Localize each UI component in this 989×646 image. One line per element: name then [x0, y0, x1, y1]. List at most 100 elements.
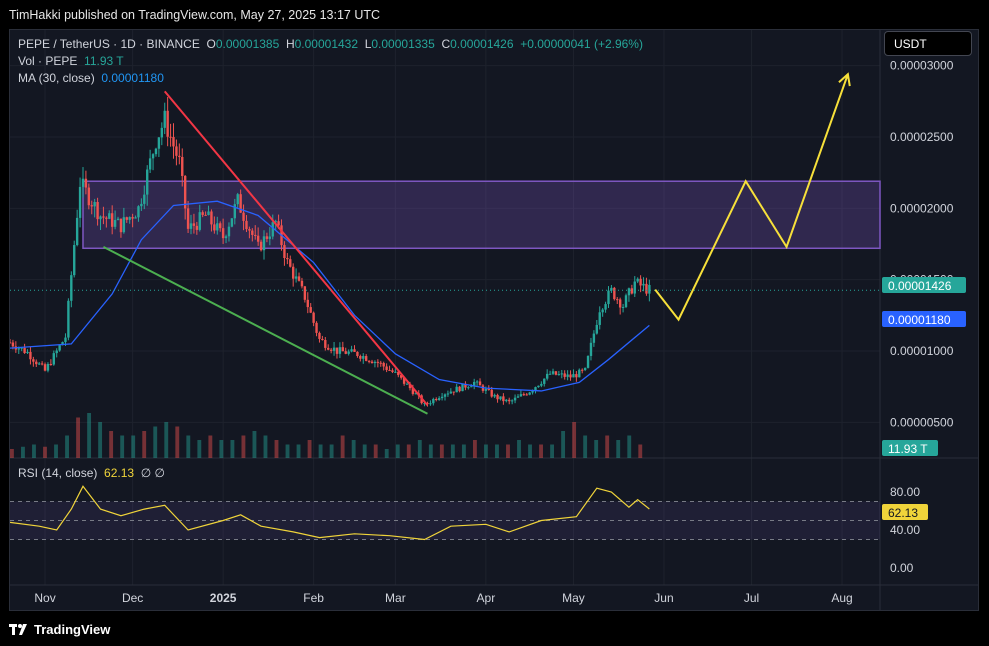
volume-bar — [517, 440, 521, 458]
candle-body — [148, 158, 152, 170]
candle-body — [20, 347, 23, 349]
footer: TradingView — [0, 612, 989, 646]
change-value: +0.00000041 (+2.96%) — [520, 37, 643, 51]
candle-body — [204, 214, 207, 216]
volume-bar — [263, 435, 268, 458]
ma-legend[interactable]: MA (30, close) 0.00001180 — [18, 71, 164, 85]
candle-body — [332, 347, 336, 351]
candle-body — [175, 146, 178, 156]
candle-body — [163, 110, 166, 128]
candle-body — [256, 235, 260, 242]
currency-button[interactable]: USDT — [884, 31, 972, 56]
volume-bar — [495, 444, 499, 458]
candle-body — [621, 306, 625, 308]
candle-body — [607, 290, 610, 305]
candle-body — [49, 363, 53, 365]
volume-bar — [54, 444, 58, 458]
candle-body — [262, 236, 266, 251]
candle-body — [572, 374, 575, 378]
candle-body — [537, 385, 540, 388]
candle-body — [525, 394, 528, 396]
candle-body — [181, 156, 184, 176]
candle-body — [75, 217, 79, 246]
candle-body — [508, 399, 511, 402]
candle-body — [490, 389, 493, 397]
volume-bar — [384, 449, 389, 458]
volume-bar — [120, 435, 125, 458]
candle-body — [40, 363, 44, 365]
ma30-line — [10, 200, 650, 392]
volume-bar — [472, 440, 477, 458]
support-trendline — [102, 245, 428, 415]
volume-bar — [340, 435, 345, 458]
volume-bar — [605, 435, 610, 458]
candle-body — [423, 403, 426, 405]
candle-body — [268, 236, 272, 239]
projection-arrowhead — [838, 72, 851, 87]
price-tick-label: 0.00002500 — [890, 130, 954, 144]
candle-body — [400, 375, 403, 378]
candle-body — [17, 348, 20, 350]
candle-body — [624, 295, 628, 307]
candle-body — [583, 367, 587, 371]
candle-body — [90, 205, 93, 207]
candle-body — [233, 204, 236, 219]
tradingview-logo-icon — [9, 624, 27, 635]
candle-body — [513, 397, 517, 401]
candle-body — [385, 366, 388, 370]
candle-body — [329, 349, 333, 351]
symbol-title[interactable]: PEPE / TetherUS · 1D · BINANCE — [18, 37, 200, 51]
candle-body — [125, 217, 128, 220]
volume-bar — [43, 446, 47, 458]
volume-bar — [616, 440, 621, 458]
candle-body — [26, 351, 29, 354]
chart-canvas[interactable]: 0.000030000.000025000.000020000.00001500… — [10, 30, 979, 611]
candle-body — [595, 324, 599, 334]
candle-body — [189, 223, 193, 229]
volume-bar — [10, 449, 14, 458]
candle-body — [327, 347, 330, 350]
candle-body — [198, 212, 201, 230]
candle-body — [318, 332, 321, 339]
candle-body — [604, 304, 607, 310]
candle-body — [397, 371, 400, 376]
volume-legend[interactable]: Vol · PEPE 11.93 T — [18, 54, 124, 68]
downtrend-trendline — [163, 90, 429, 406]
candle-body — [516, 396, 520, 398]
tradingview-brand[interactable]: TradingView — [34, 622, 111, 637]
volume-bar — [439, 444, 444, 458]
candle-body — [566, 374, 569, 377]
candle-body — [131, 217, 134, 219]
candle-body — [67, 300, 70, 338]
candle-body — [487, 388, 490, 390]
high-label: H — [285, 37, 295, 51]
candle-body — [297, 276, 301, 281]
candle-body — [601, 309, 604, 313]
candle-body — [274, 221, 277, 223]
chart-area[interactable]: 0.000030000.000025000.000020000.00001500… — [9, 29, 979, 611]
candle-body — [616, 299, 619, 301]
candle-body — [367, 360, 371, 362]
candle-body — [146, 169, 149, 195]
volume-bar — [550, 444, 555, 458]
candle-body — [578, 369, 581, 378]
volume-bar — [638, 444, 643, 458]
candle-body — [259, 241, 263, 251]
rsi-extra-values: ∅ ∅ — [140, 466, 165, 480]
time-tick-label: Jun — [654, 591, 673, 605]
publish-bar: TimHakki published on TradingView.com, M… — [0, 0, 989, 30]
candle-body — [213, 224, 216, 231]
candle-body — [108, 213, 111, 219]
candle-body — [405, 383, 409, 385]
candle-body — [113, 219, 117, 227]
candle-body — [321, 338, 324, 341]
candle-body — [551, 371, 555, 374]
volume-bar — [572, 422, 577, 458]
candle-body — [32, 359, 35, 362]
volume-bar — [230, 440, 235, 458]
rsi-legend[interactable]: RSI (14, close) 62.13 ∅ ∅ — [18, 466, 165, 480]
resistance-zone — [82, 180, 881, 250]
candle-body — [560, 373, 563, 375]
volume-bar — [153, 426, 158, 458]
candle-body — [478, 381, 482, 386]
